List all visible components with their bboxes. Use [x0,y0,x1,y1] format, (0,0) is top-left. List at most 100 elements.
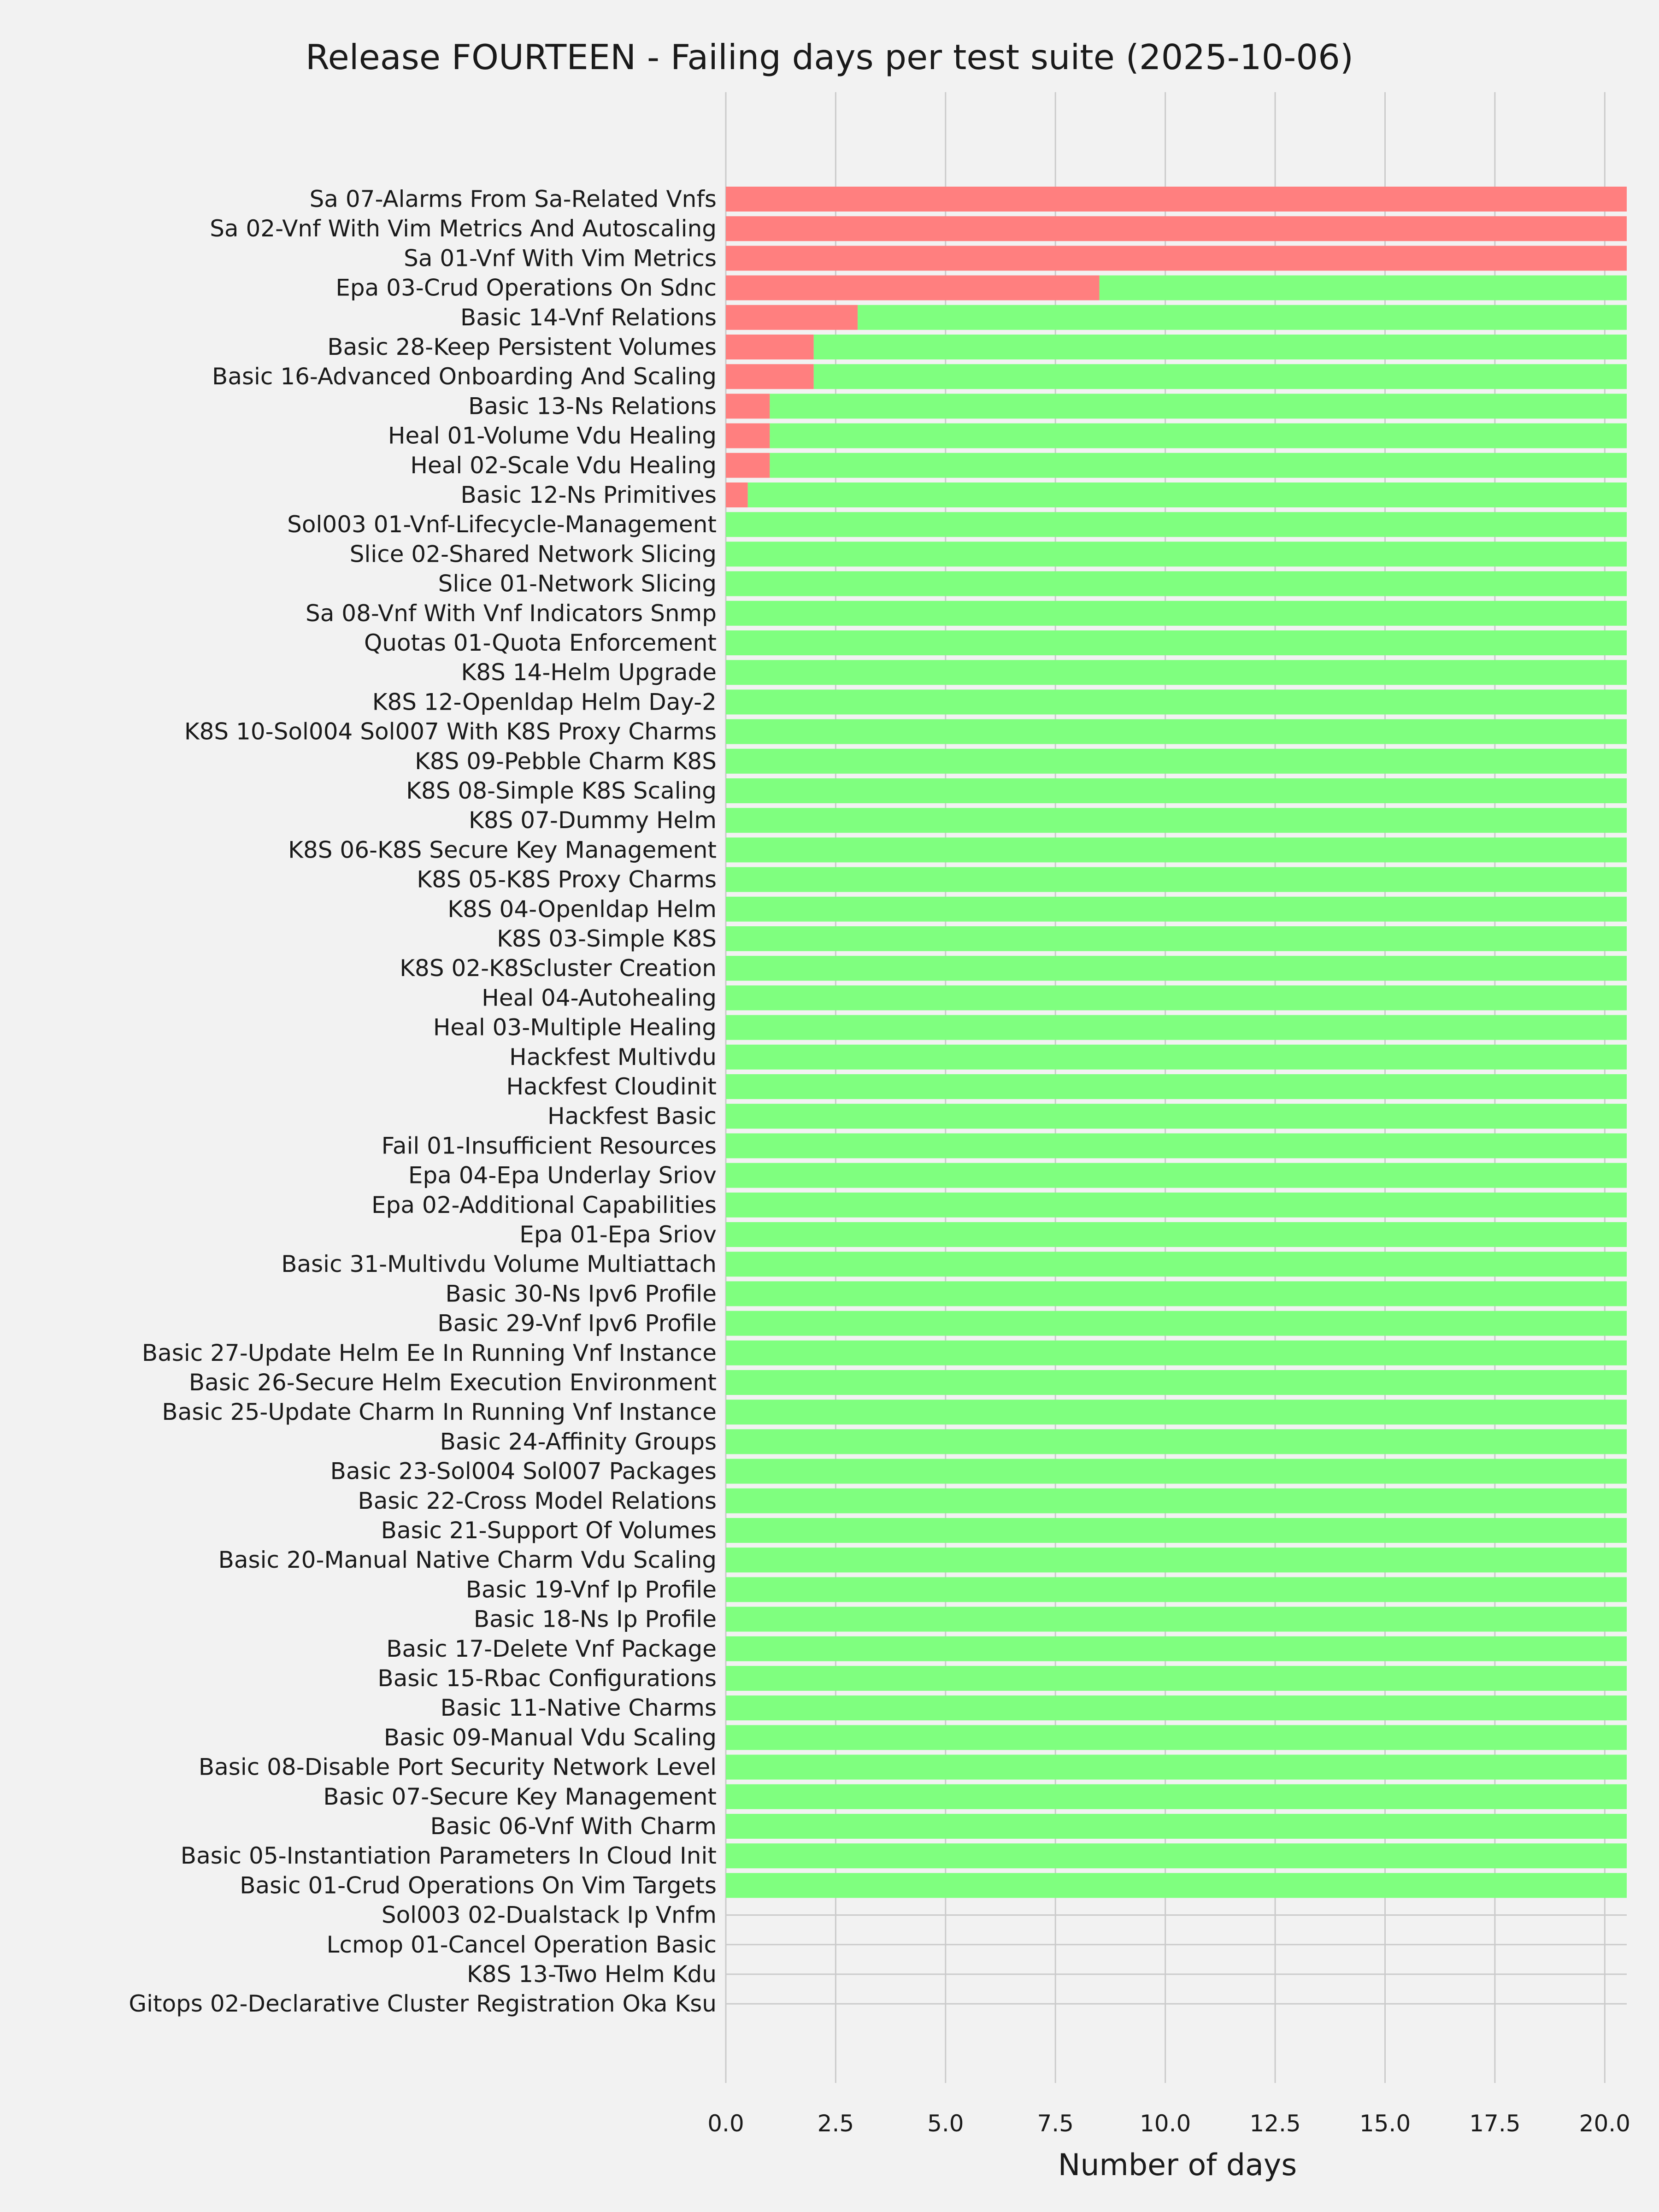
bar-passing-segment [726,1192,1627,1218]
bar-passing-segment [726,600,1627,626]
bar-passing-segment [726,1311,1627,1336]
x-tick-label: 2.5 [818,2110,854,2137]
bar-passing-segment [726,1606,1627,1632]
bar-passing-segment [858,305,1627,330]
y-tick-label: Basic 27-Update Helm Ee In Running Vnf I… [142,1340,717,1366]
y-tick-label: Basic 13-Ns Relations [468,393,717,419]
bar-failing-segment [726,482,748,507]
bar-passing-segment [747,482,1627,507]
bar-failing-segment [726,453,770,478]
bar-failing-segment [726,275,1100,300]
y-tick-label: Basic 12-Ns Primitives [461,482,717,508]
bar-passing-segment [726,1133,1627,1159]
bar-passing-segment [726,1814,1627,1839]
bar-passing-segment [726,630,1627,655]
bar-passing-segment [726,571,1627,596]
y-tick-label: K8S 06-K8S Secure Key Management [288,836,717,863]
bar-passing-segment [726,1725,1627,1750]
y-tick-label: Basic 20-Manual Native Charm Vdu Scaling [218,1547,717,1573]
y-tick-label: Basic 23-Sol004 Sol007 Packages [330,1458,717,1485]
bar-passing-segment [726,1754,1627,1780]
bar-passing-segment [726,1843,1627,1869]
y-tick-label: Epa 01-Epa Sriov [519,1221,717,1248]
bar-passing-segment [726,512,1627,537]
x-tick-label: 7.5 [1037,2110,1074,2137]
y-tick-label: Sa 02-Vnf With Vim Metrics And Autoscali… [210,215,717,242]
bar-passing-segment [726,867,1627,892]
y-tick-label: Basic 26-Secure Helm Execution Environme… [189,1369,717,1396]
bar-passing-segment [726,1547,1627,1573]
y-tick-label: Heal 01-Volume Vdu Healing [388,423,717,449]
bar-passing-segment [726,1370,1627,1395]
y-tick-label: Slice 01-Network Slicing [438,571,717,597]
bar-failing-segment [726,335,814,359]
bar-passing-segment [726,748,1627,774]
x-tick-label: 0.0 [707,2110,744,2137]
bar-passing-segment [1099,275,1627,300]
y-tick-label: K8S 05-K8S Proxy Charms [417,866,717,893]
bar-failing-segment [726,364,814,389]
bar-passing-segment [726,1636,1627,1661]
y-tick-label: Hackfest Basic [547,1103,717,1130]
y-tick-label: Epa 04-Epa Underlay Sriov [408,1162,717,1189]
y-tick-label: Basic 07-Secure Key Management [323,1783,717,1810]
y-tick-label: Basic 08-Disable Port Security Network L… [199,1754,717,1781]
bars [726,187,1627,1898]
y-tick-labels: Sa 07-Alarms From Sa-Related Vnfs Sa 02-V… [129,186,717,2017]
bar-passing-segment [726,1104,1627,1129]
bar-passing-segment [726,837,1627,863]
bar-passing-segment [726,1518,1627,1543]
y-tick-label: Heal 04-Autohealing [482,984,717,1011]
bar-passing-segment [813,364,1627,389]
bar-passing-segment [726,719,1627,744]
bar-passing-segment [726,808,1627,833]
y-tick-label: Basic 15-Rbac Configurations [377,1665,717,1692]
chart-title: Release FOURTEEN - Failing days per test… [306,37,1353,77]
x-axis-label: Number of days [1058,2148,1297,2183]
bar-passing-segment [770,394,1627,419]
y-tick-label: Basic 01-Crud Operations On Vim Targets [240,1872,717,1899]
bar-passing-segment [726,1252,1627,1277]
x-tick-label: 15.0 [1359,2110,1411,2137]
y-tick-label: Basic 31-Multivdu Volume Multiattach [281,1251,717,1277]
y-tick-label: Basic 29-Vnf Ipv6 Profile [437,1310,717,1337]
bar-passing-segment [726,1695,1627,1721]
bar-passing-segment [726,1400,1627,1425]
bar-passing-segment [726,896,1627,922]
y-tick-label: Basic 05-Instantiation Parameters In Clo… [181,1842,717,1869]
bar-passing-segment [813,335,1627,359]
bar-passing-segment [726,778,1627,803]
y-tick-label: Basic 11-Native Charms [441,1694,717,1721]
bar-passing-segment [726,689,1627,715]
bar-passing-segment [726,1163,1627,1188]
bar-failing-segment [726,394,770,419]
y-tick-label: Epa 02-Additional Capabilities [371,1192,717,1218]
bar-passing-segment [726,1222,1627,1247]
y-tick-label: Basic 09-Manual Vdu Scaling [384,1724,717,1751]
bar-failing-segment [726,216,1627,241]
y-tick-label: Basic 16-Advanced Onboarding And Scaling [212,363,717,390]
bar-passing-segment [726,1074,1627,1099]
x-tick-label: 17.5 [1469,2110,1520,2137]
bar-passing-segment [726,956,1627,981]
y-tick-label: Hackfest Cloudinit [506,1073,717,1100]
y-tick-label: Sa 07-Alarms From Sa-Related Vnfs [310,186,717,212]
y-tick-label: Lcmop 01-Cancel Operation Basic [327,1931,717,1958]
y-tick-label: K8S 13-Two Helm Kdu [467,1961,717,1988]
y-tick-label: K8S 08-Simple K8S Scaling [406,777,717,804]
y-tick-label: K8S 07-Dummy Helm [469,807,717,834]
y-tick-label: Sol003 01-Vnf-Lifecycle-Management [287,511,717,538]
y-tick-label: Basic 28-Keep Persistent Volumes [327,334,717,360]
y-tick-label: Basic 24-Affinity Groups [440,1428,717,1455]
y-tick-label: Basic 18-Ns Ip Profile [474,1606,717,1633]
bar-passing-segment [726,1784,1627,1809]
x-tick-label: 20.0 [1579,2110,1630,2137]
y-tick-label: Basic 30-Ns Ipv6 Profile [445,1280,717,1307]
y-tick-label: Basic 14-Vnf Relations [460,304,717,331]
bar-passing-segment [726,660,1627,685]
y-tick-label: Sa 08-Vnf With Vnf Indicators Snmp [306,600,717,627]
bar-passing-segment [726,1340,1627,1365]
bar-passing-segment [726,1666,1627,1691]
y-tick-label: Basic 06-Vnf With Charm [430,1813,717,1840]
